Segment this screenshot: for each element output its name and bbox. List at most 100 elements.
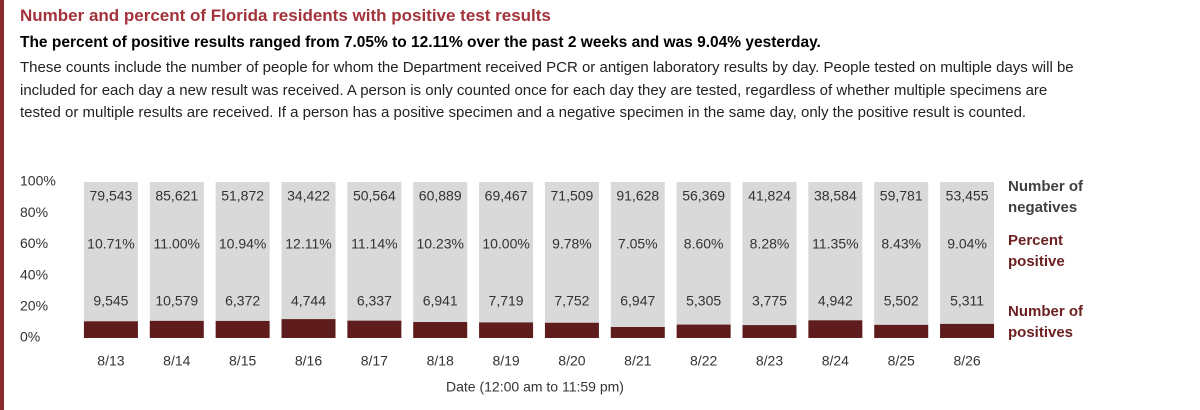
x-tick-label: 8/23 [756, 353, 783, 369]
bar-positive [940, 323, 995, 338]
negatives-label: 34,422 [287, 188, 330, 204]
x-tick-label: 8/16 [295, 353, 322, 369]
y-tick-label: 0% [20, 329, 40, 345]
negatives-label: 38,584 [814, 188, 857, 204]
bar-positive [742, 325, 797, 338]
x-tick-label: 8/13 [97, 353, 124, 369]
bar-negative [347, 182, 402, 321]
bar-negative [874, 182, 929, 325]
x-tick-label: 8/20 [558, 353, 585, 369]
x-tick-label: 8/19 [492, 353, 519, 369]
legend-negatives: Number of negatives [1008, 178, 1083, 216]
negatives-label: 69,467 [485, 188, 528, 204]
bar-positive [808, 320, 863, 338]
x-tick-label: 8/18 [427, 353, 454, 369]
positives-label: 7,752 [554, 293, 589, 309]
positives-label: 9,545 [93, 293, 128, 309]
y-tick-label: 20% [20, 298, 48, 314]
positives-label: 5,311 [950, 293, 984, 309]
bar-positive [281, 319, 336, 338]
positives-label: 6,947 [620, 293, 655, 309]
percent-label: 8.60% [684, 236, 724, 252]
percent-label: 12.11% [285, 236, 331, 252]
percent-label: 8.28% [750, 236, 790, 252]
percent-label: 9.78% [552, 236, 592, 252]
bar-negative [149, 182, 204, 321]
bar-negative [479, 182, 534, 323]
bar-positive [610, 327, 665, 338]
bar-negative [413, 182, 468, 323]
legend-positives: Number of positives [1008, 303, 1083, 341]
x-tick-label: 8/14 [163, 353, 190, 369]
bar-positive [479, 322, 534, 338]
bar-positive [544, 322, 599, 338]
percent-label: 10.71% [87, 236, 134, 252]
x-tick-label: 8/26 [953, 353, 980, 369]
chart-description: These counts include the number of peopl… [20, 59, 1074, 122]
x-axis-title: Date (12:00 am to 11:59 pm) [446, 379, 624, 395]
positives-label: 4,744 [291, 293, 326, 309]
percent-label: 10.94% [219, 236, 266, 252]
y-tick-label: 100% [20, 173, 56, 189]
negatives-label: 59,781 [880, 188, 923, 204]
negatives-label: 85,621 [155, 188, 198, 204]
percent-label: 10.00% [482, 236, 529, 252]
positives-label: 5,305 [686, 293, 721, 309]
percent-label: 10.23% [416, 236, 463, 252]
bar-positive [149, 320, 204, 338]
bar-negative [83, 182, 138, 322]
x-tick-label: 8/25 [888, 353, 915, 369]
bar-negative [610, 182, 665, 328]
negatives-label: 51,872 [221, 188, 264, 204]
percent-label: 11.14% [351, 236, 397, 252]
positives-label: 6,337 [357, 293, 392, 309]
bar-negative [544, 182, 599, 323]
percent-label: 7.05% [618, 236, 658, 252]
bar-negative [808, 182, 863, 321]
x-tick-label: 8/24 [822, 353, 849, 369]
bar-negative [940, 182, 995, 324]
bar-positive [215, 320, 270, 338]
positives-label: 6,372 [225, 293, 260, 309]
positives-label: 6,941 [423, 293, 458, 309]
chart-title: Number and percent of Florida residents … [20, 6, 551, 25]
x-tick-label: 8/22 [690, 353, 717, 369]
negatives-label: 79,543 [90, 188, 133, 204]
bar-positive [347, 320, 402, 338]
bar-positive [83, 321, 138, 338]
percent-label: 9.04% [947, 236, 987, 252]
positives-label: 4,942 [818, 293, 853, 309]
negatives-label: 56,369 [682, 188, 725, 204]
percent-label: 11.35% [812, 236, 858, 252]
y-tick-label: 60% [20, 235, 48, 251]
positives-label: 7,719 [489, 293, 524, 309]
chart-subtitle: The percent of positive results ranged f… [20, 34, 821, 51]
x-tick-label: 8/21 [624, 353, 651, 369]
negatives-label: 41,824 [748, 188, 791, 204]
bar-negative [742, 182, 797, 326]
bar-positive [676, 324, 731, 338]
bar-negative [281, 182, 336, 320]
positives-label: 10,579 [155, 293, 198, 309]
left-border [0, 0, 4, 410]
bar-positive [413, 322, 468, 338]
negatives-label: 71,509 [551, 188, 594, 204]
x-tick-label: 8/15 [229, 353, 256, 369]
bar-negative [215, 182, 270, 321]
y-tick-label: 80% [20, 204, 48, 220]
negatives-label: 50,564 [353, 188, 396, 204]
percent-label: 11.00% [154, 236, 200, 252]
negatives-label: 60,889 [419, 188, 462, 204]
bar-positive [874, 324, 929, 338]
positives-label: 5,502 [884, 293, 919, 309]
legend-percent: Percent positive [1008, 232, 1065, 270]
y-tick-label: 40% [20, 266, 48, 282]
negatives-label: 91,628 [616, 188, 659, 204]
bar-negative [676, 182, 731, 325]
positives-label: 3,775 [752, 293, 787, 309]
x-tick-label: 8/17 [361, 353, 388, 369]
negatives-label: 53,455 [946, 188, 989, 204]
percent-label: 8.43% [881, 236, 921, 252]
